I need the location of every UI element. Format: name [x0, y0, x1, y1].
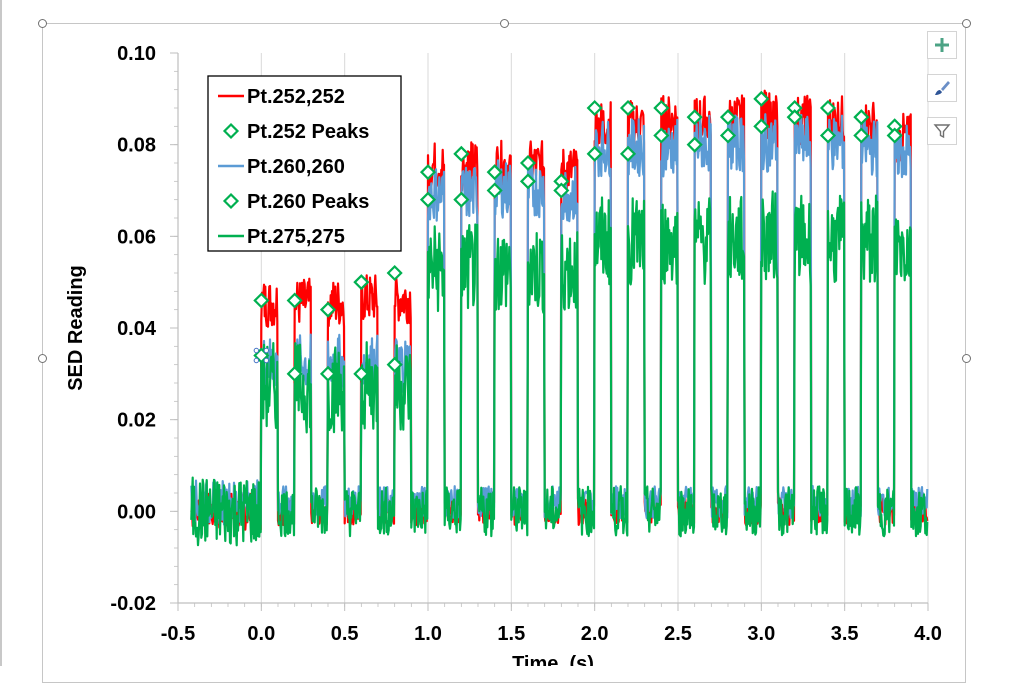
x-tick-label: -0.5 [161, 623, 195, 645]
resize-handle-right-middle[interactable] [962, 354, 971, 363]
chart-styles-button[interactable] [927, 74, 957, 102]
y-tick-label: 0.06 [117, 226, 156, 248]
peak-marker-1[interactable] [886, 127, 903, 144]
resize-handle-left-middle[interactable] [38, 354, 47, 363]
axes: 0.10 0.08 0.06 0.04 0.02 0.00 -0.02-0.5 0.0 0.5 1… [110, 43, 942, 645]
peak-marker-0[interactable] [253, 292, 270, 309]
series-line-2[interactable] [190, 190, 929, 547]
x-tick-label: 1.0 [414, 623, 442, 645]
peak-marker-1[interactable] [819, 127, 837, 144]
series-line-1[interactable] [190, 113, 929, 526]
legend-entry-label: Pt.252 Peaks [247, 121, 369, 143]
peak-marker-1[interactable] [619, 145, 637, 162]
x-tick-label: 1.5 [497, 623, 525, 645]
peak-marker-0[interactable] [819, 99, 837, 117]
y-axis-title: SED Reading [65, 265, 87, 391]
x-tick-label: 3.5 [831, 623, 859, 645]
legend-box [207, 75, 402, 252]
peak-marker-1[interactable] [653, 127, 670, 144]
peak-marker-1[interactable] [553, 182, 570, 199]
peak-marker-1[interactable] [353, 365, 370, 382]
peak-marker-0[interactable] [719, 109, 737, 126]
peak-marker-1[interactable] [586, 145, 603, 162]
peak-marker-1[interactable] [786, 109, 803, 126]
y-tick-label: 0.08 [117, 135, 156, 157]
peak-marker-0[interactable] [486, 164, 503, 181]
peak-marker-0[interactable] [653, 99, 670, 117]
window-edge [0, 0, 2, 666]
legend-entry-label: Pt.260 Peaks [247, 191, 369, 213]
legend-entry-label: Pt.260,260 [247, 156, 345, 178]
peak-marker-1[interactable] [719, 127, 737, 144]
legend[interactable]: Pt.252,252 Pt.252 Peaks Pt.260,260 Pt.260 P… [207, 75, 402, 252]
paintbrush-icon [935, 81, 950, 95]
peak-marker-0[interactable] [519, 154, 537, 172]
funnel-icon [933, 124, 951, 139]
peak-marker-0[interactable] [453, 145, 470, 162]
peak-marker-0[interactable] [753, 90, 770, 107]
chart-elements-button[interactable] [927, 31, 957, 59]
legend-entry-label: Pt.275,275 [247, 226, 345, 248]
x-tick-label: 3.0 [747, 623, 775, 645]
peak-marker-1[interactable] [519, 173, 537, 190]
plot-area[interactable] [190, 89, 929, 547]
peak-marker-1[interactable] [686, 136, 703, 153]
peak-marker-1[interactable] [486, 182, 503, 199]
peak-marker-0[interactable] [686, 109, 703, 126]
peak-marker-0[interactable] [319, 301, 337, 318]
x-tick-label: 2.5 [664, 623, 692, 645]
selected-point-handle[interactable] [263, 357, 270, 364]
resize-handle-top-left[interactable] [38, 19, 47, 28]
y-tick-label: 0.04 [117, 318, 157, 340]
plus-icon [935, 38, 949, 52]
peak-marker-1[interactable] [753, 118, 770, 135]
peak-marker-1[interactable] [853, 127, 870, 144]
legend-swatch-marker [222, 122, 240, 140]
legend-entry-label: Pt.252,252 [247, 86, 345, 108]
selected-point-handle[interactable] [253, 347, 260, 354]
resize-handle-top-right[interactable] [962, 19, 971, 28]
peak-marker-0[interactable] [419, 164, 437, 181]
y-tick-label: 0.00 [117, 501, 156, 523]
peak-marker-0[interactable] [853, 109, 870, 126]
peak-marker-0[interactable] [386, 264, 403, 282]
x-tick-label: 0.5 [331, 623, 359, 645]
y-tick-label: -0.02 [110, 593, 156, 615]
selected-point-handle[interactable] [253, 357, 260, 364]
x-axis-title: Time, (s) [512, 653, 594, 666]
resize-handle-top-middle[interactable] [500, 19, 509, 28]
peak-marker-0[interactable] [586, 99, 603, 117]
legend-swatch-marker [222, 192, 240, 210]
y-tick-label: 0.02 [117, 410, 156, 432]
x-tick-label: 4.0 [914, 623, 942, 645]
peak-marker-1[interactable] [286, 365, 303, 382]
peak-marker-1[interactable] [453, 191, 470, 208]
peak-marker-1[interactable] [319, 365, 337, 382]
chart-svg: 0.10 0.08 0.06 0.04 0.02 0.00 -0.02-0.5 0.0 0.5 1… [65, 43, 942, 666]
selected-point-handle[interactable] [263, 347, 270, 354]
peak-marker-0[interactable] [353, 274, 370, 291]
peak-markers[interactable] [253, 90, 903, 382]
peak-marker-1[interactable] [419, 191, 437, 208]
peak-marker-0[interactable] [619, 99, 637, 117]
y-tick-label: 0.10 [117, 43, 156, 65]
peak-marker-1[interactable] [386, 356, 403, 373]
chart-filters-button[interactable] [927, 117, 957, 145]
x-tick-label: 0.0 [247, 623, 275, 645]
peak-marker-0[interactable] [286, 292, 303, 309]
x-tick-label: 2.0 [581, 623, 609, 645]
